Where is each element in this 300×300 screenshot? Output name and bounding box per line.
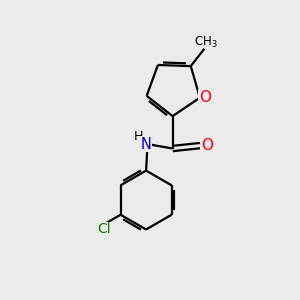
Text: Cl: Cl: [97, 222, 110, 236]
Text: H: H: [134, 130, 143, 142]
Text: N: N: [141, 136, 152, 152]
Text: CH$_3$: CH$_3$: [194, 35, 218, 50]
Text: O: O: [201, 138, 213, 153]
Text: O: O: [199, 90, 211, 105]
